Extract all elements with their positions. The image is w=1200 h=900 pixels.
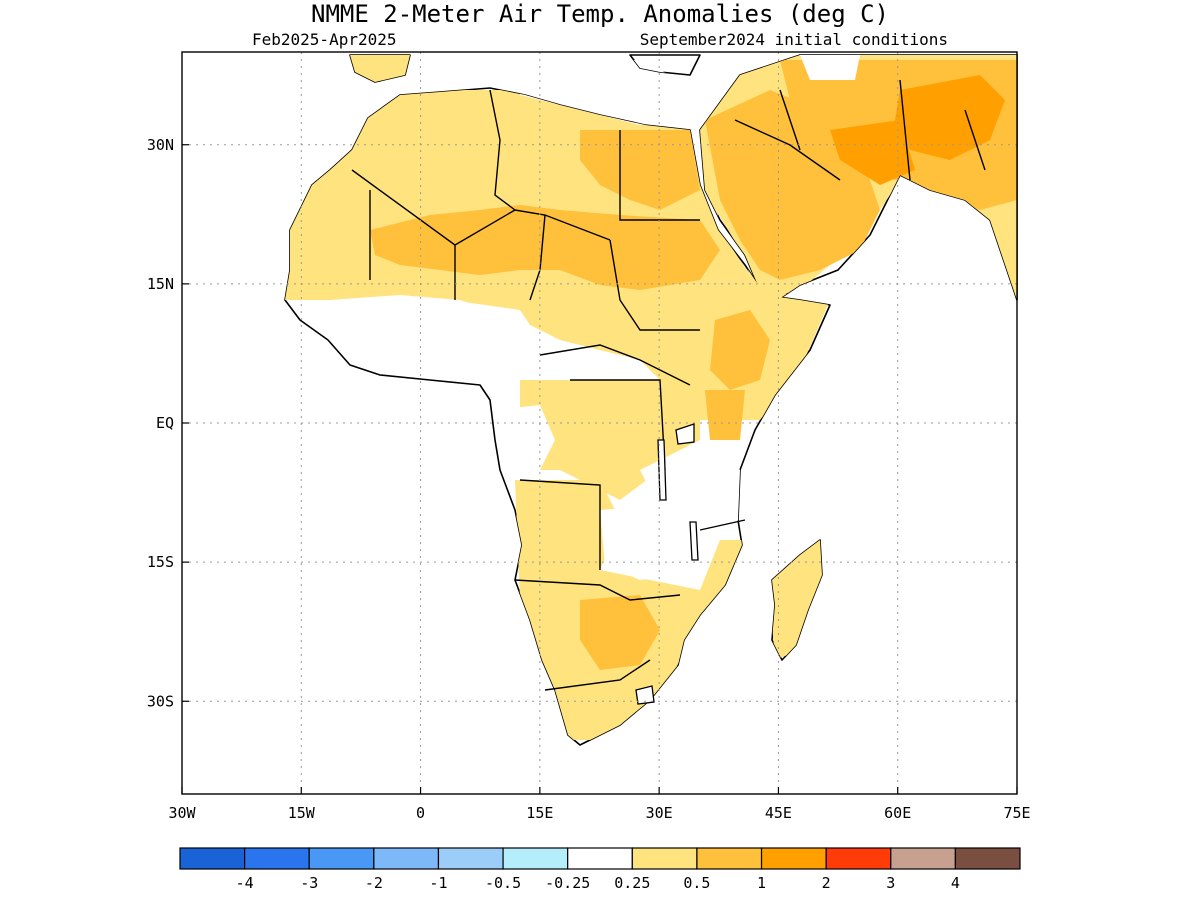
colorbar-swatch [308, 847, 375, 870]
x-tick-label: 30W [168, 804, 196, 822]
x-tick-label: 45E [765, 804, 792, 822]
anomaly-region-medium-ethiopia [710, 310, 770, 390]
y-tick-label: 30S [147, 692, 174, 710]
colorbar-swatch [179, 847, 246, 870]
colorbar-swatch [825, 847, 892, 870]
country-borders [351, 79, 986, 691]
colorbar-label: -0.25 [545, 874, 590, 892]
colorbar: -4 -3 -2 -1 -0.5 -0.25 0.25 0.5 1 2 3 4 [179, 847, 1021, 892]
lake-tanganyika [657, 439, 667, 501]
initial-conditions-label: September2024 initial conditions [640, 30, 948, 49]
anomaly-region-light-iberia [345, 55, 412, 85]
map-title: NMME 2-Meter Air Temp. Anomalies (deg C) [311, 0, 889, 28]
turkey-landmass [629, 54, 701, 76]
colorbar-label: 2 [822, 874, 831, 892]
colorbar-swatch [244, 847, 310, 870]
colorbar-swatch [954, 847, 1021, 870]
border-line [454, 209, 611, 246]
border-line [964, 109, 986, 171]
anomaly-region-neutral-zambia [600, 505, 690, 580]
x-tick-label: 0 [416, 804, 425, 822]
x-tick-label: 30E [646, 804, 673, 822]
colorbar-swatch [437, 847, 504, 870]
colorbar-label: -1 [429, 874, 447, 892]
x-tick-label: 75E [1003, 804, 1030, 822]
x-tick-label: 15E [526, 804, 553, 822]
anomaly-region-strong-afghanistan [895, 75, 1005, 160]
border-line [734, 119, 841, 181]
x-tick-label: 15W [288, 804, 316, 822]
colorbar-swatch [502, 847, 569, 870]
lake-victoria [675, 423, 695, 445]
colorbar-label: 0.5 [683, 874, 710, 892]
colorbar-swatch [373, 847, 440, 870]
y-axis: 30N 15N EQ 15S 30S [147, 136, 189, 710]
border-line [899, 79, 911, 181]
border-line [699, 519, 746, 531]
x-tick-label: 60E [884, 804, 911, 822]
forecast-period-label: Feb2025-Apr2025 [252, 30, 397, 49]
anomaly-region-medium-sahel [370, 205, 720, 290]
anomaly-region-medium-botswana [580, 595, 660, 670]
lesotho-outline [635, 685, 655, 705]
anomaly-region-medium-kenya [705, 390, 745, 440]
border-line [489, 89, 516, 211]
colorbar-label: -4 [236, 874, 254, 892]
anomaly-region-strong-iran [830, 120, 915, 185]
colorbar-swatch [696, 847, 763, 870]
colorbar-label: 1 [757, 874, 766, 892]
colorbar-swatch [760, 847, 827, 870]
lat-lon-grid [182, 52, 1017, 794]
y-tick-label: 15S [147, 553, 174, 571]
colorbar-swatch [567, 847, 633, 870]
anomaly-region-neutral-congo [495, 405, 555, 470]
border-line [779, 89, 801, 151]
colorbar-label: -2 [365, 874, 383, 892]
plot-area: 30W 15W 0 15E 30E 45E 60E 75E 30N 15N EQ 15S 30S [147, 51, 1031, 822]
border-line [544, 659, 651, 691]
x-axis: 30W 15W 0 15E 30E 45E 60E 75E [168, 787, 1031, 822]
colorbar-label: -3 [300, 874, 318, 892]
anomaly-region-neutral-gulf-guinea [360, 300, 540, 380]
colorbar-swatch [890, 847, 956, 870]
colorbar-swatch [631, 847, 698, 870]
y-tick-label: 30N [147, 136, 174, 154]
border-line [519, 479, 601, 570]
anomaly-shading [280, 55, 1017, 740]
colorbar-label: 0.25 [614, 874, 650, 892]
y-tick-label: EQ [156, 414, 174, 432]
border-line [619, 130, 700, 221]
anomaly-region-light-madagascar [770, 540, 825, 660]
border-line [609, 239, 700, 331]
colorbar-label: 4 [951, 874, 960, 892]
anomaly-region-medium-egypt [580, 130, 700, 210]
border-line [539, 344, 691, 386]
colorbar-label: 3 [886, 874, 895, 892]
lake-malawi [689, 521, 699, 561]
y-tick-label: 15N [147, 275, 174, 293]
border-line [514, 579, 681, 601]
anomaly-region-neutral-caucasus [800, 55, 860, 80]
colorbar-label: -0.5 [485, 874, 521, 892]
